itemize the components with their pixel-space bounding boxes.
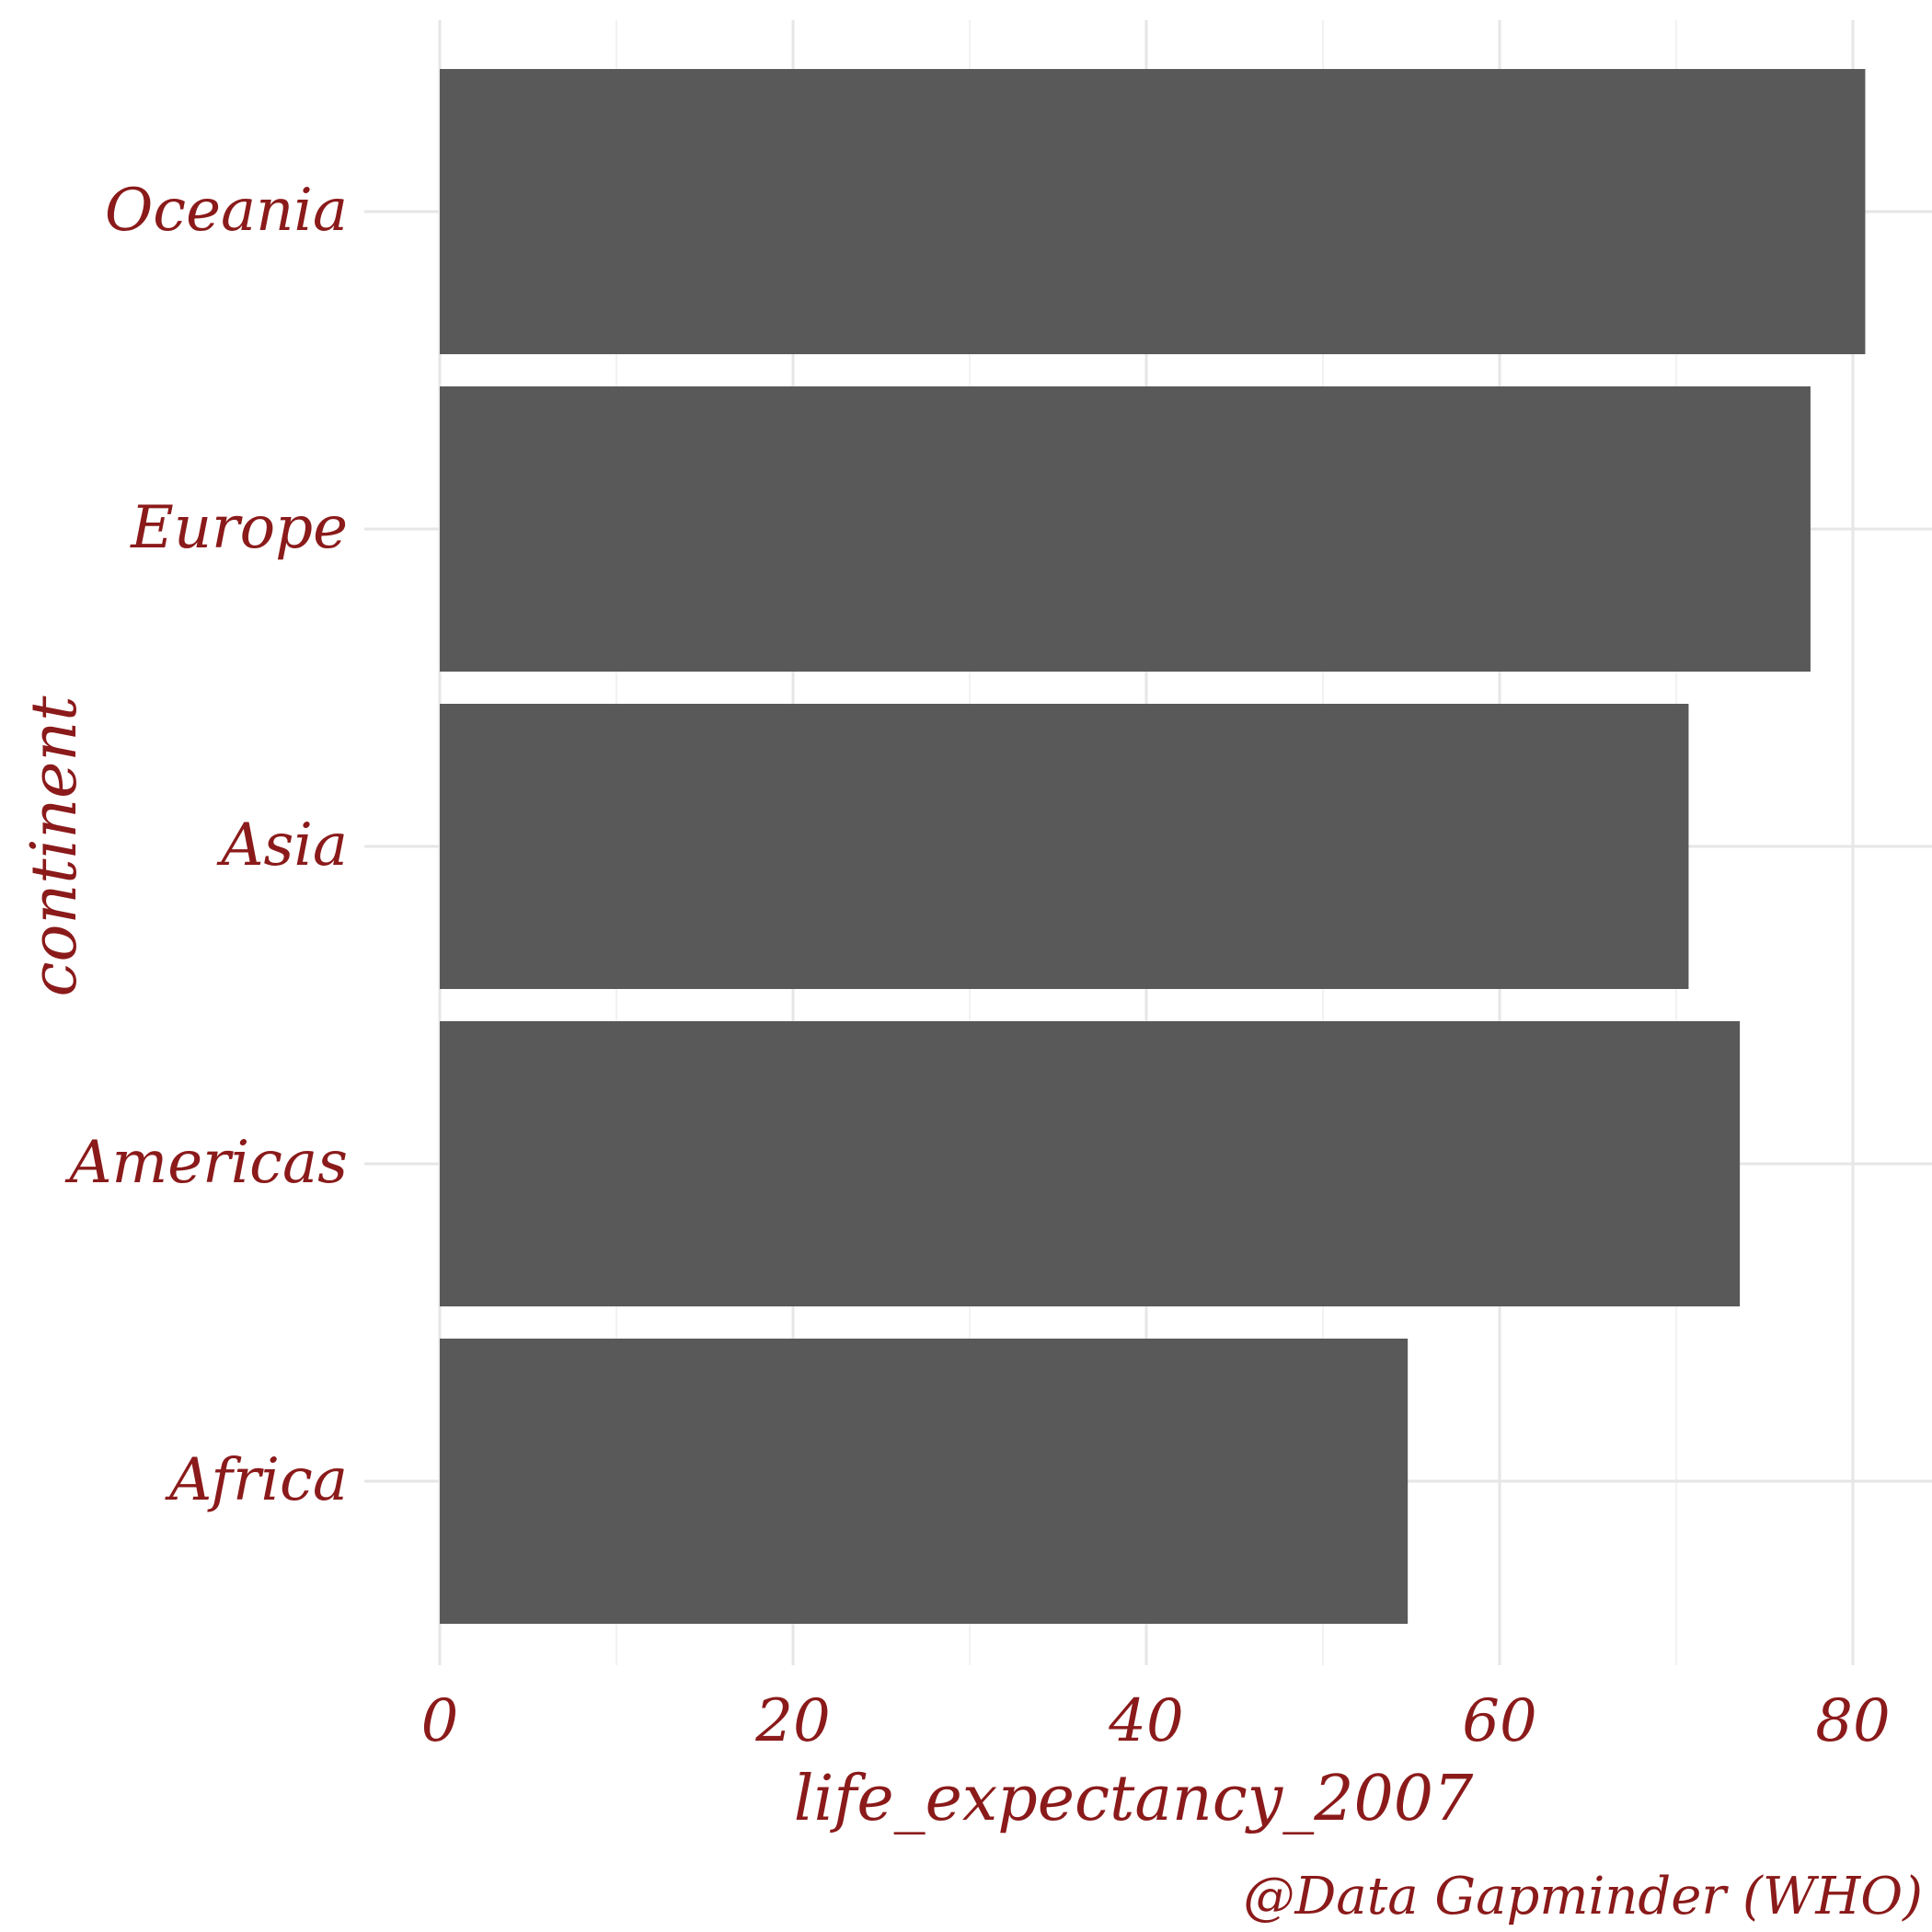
- bar-europe: [440, 386, 1811, 672]
- bars: [440, 69, 1866, 1624]
- axis-tick-labels: Africa Americas Asia Europe Oceania 0 20 40 60 80: [64, 177, 1890, 1755]
- y-axis-title: continent: [18, 696, 91, 997]
- x-tick-label: 40: [1108, 1687, 1183, 1755]
- bar-africa: [440, 1339, 1409, 1624]
- caption: @Data Gapminder (WHO): [1243, 1867, 1923, 1926]
- x-tick-label: 80: [1815, 1687, 1890, 1755]
- x-tick-label: 60: [1462, 1687, 1536, 1755]
- bar-americas: [440, 1021, 1741, 1306]
- bar-oceania: [440, 69, 1866, 354]
- x-tick-label: 20: [754, 1687, 830, 1755]
- x-tick-label: 0: [421, 1687, 459, 1755]
- x-axis-title: life_expectancy_2007: [794, 1763, 1474, 1835]
- y-tick-label: Europe: [130, 494, 348, 562]
- bar-asia: [440, 704, 1689, 989]
- y-tick-label: Africa: [165, 1446, 348, 1514]
- y-tick-label: Asia: [216, 811, 348, 880]
- y-tick-label: Oceania: [105, 177, 348, 245]
- y-tick-label: Americas: [64, 1129, 348, 1197]
